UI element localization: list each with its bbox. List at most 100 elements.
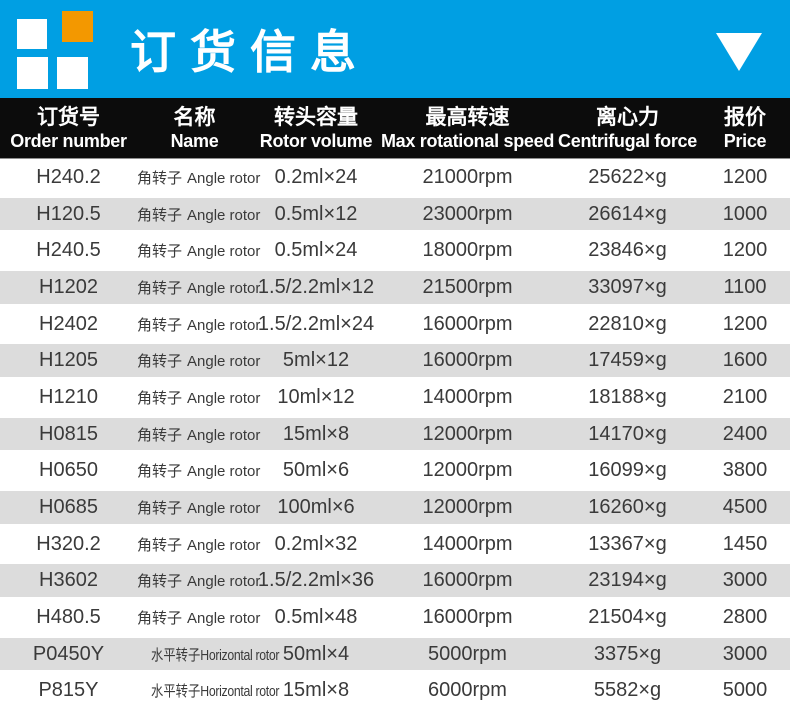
cell-name-en: Angle rotor: [187, 573, 261, 591]
column-header-zh: 最高转速: [425, 105, 510, 129]
table-body: H240.2 角转子 Angle rotor 0.2ml×24 21000rpm …: [0, 159, 790, 709]
cell-name-wrap: 角转子 Angle rotor: [137, 497, 260, 518]
cell-name-zh: 角转子: [137, 463, 183, 481]
table-row: H0815 角转子 Angle rotor 15ml×8 12000rpm 141…: [0, 415, 790, 453]
column-header-en: Name: [170, 130, 219, 151]
cell-rotor-volume: 0.5ml×24: [274, 239, 358, 262]
cell-centrifugal-force: 23846×g: [588, 239, 667, 262]
cell-name: 角转子 Angle rotor: [137, 277, 260, 298]
cell-max-speed: 12000rpm: [422, 422, 513, 445]
cell-centrifugal-force: 22810×g: [588, 312, 667, 335]
column-header-zh: 订货号: [37, 105, 100, 129]
cell-name-zh: 水平转子: [151, 646, 201, 664]
cell-name: 角转子 Angle rotor: [137, 534, 260, 555]
cell-centrifugal-force: 14170×g: [588, 422, 667, 445]
cell-max-speed: 16000rpm: [422, 605, 513, 628]
column-header-centrifugal-force: 离心力 Centrifugal force: [555, 98, 700, 158]
cell-name-en: Horizontal rotor: [200, 683, 280, 701]
cell-rotor-volume: 1.5/2.2ml×36: [257, 569, 375, 592]
cell-centrifugal-force: 25622×g: [588, 165, 667, 188]
table-row: H3602 角转子 Angle rotor 1.5/2.2ml×36 16000r…: [0, 562, 790, 600]
cell-rotor-volume: 10ml×12: [277, 385, 355, 408]
cell-rotor-volume: 100ml×6: [277, 495, 355, 518]
cell-name-zh: 角转子: [137, 499, 183, 517]
cell-name-en: Angle rotor: [187, 353, 261, 371]
table-row: P815Y 水平转子Horizontal rotor 15ml×8 6000rp…: [0, 672, 790, 709]
cell-order-number: H1210: [39, 385, 98, 408]
cell-centrifugal-force: 5582×g: [593, 679, 662, 702]
cell-name: 角转子 Angle rotor: [137, 460, 260, 481]
cell-name-wrap: 角转子 Angle rotor: [137, 167, 260, 188]
cell-max-speed: 14000rpm: [422, 532, 513, 555]
cell-name-zh: 角转子: [137, 426, 183, 444]
cell-rotor-volume: 50ml×6: [282, 459, 350, 482]
cell-name-en: Angle rotor: [187, 609, 261, 627]
cell-name-en: Angle rotor: [187, 536, 261, 554]
table-row: H240.2 角转子 Angle rotor 0.2ml×24 21000rpm …: [0, 159, 790, 196]
table-row: H0685 角转子 Angle rotor 100ml×6 12000rpm 16…: [0, 489, 790, 526]
cell-centrifugal-force: 23194×g: [588, 569, 667, 592]
cell-price: 1600: [722, 349, 768, 372]
cell-name: 角转子 Angle rotor: [137, 204, 260, 225]
cell-rotor-volume: 50ml×4: [282, 642, 350, 665]
cell-name-en: Angle rotor: [187, 169, 261, 187]
cell-name-zh: 角转子: [137, 353, 183, 371]
page-title: 订货信息: [130, 26, 370, 78]
cell-name: 水平转子Horizontal rotor: [137, 644, 279, 665]
cell-max-speed: 12000rpm: [422, 459, 513, 482]
column-header-max-speed: 最高转速 Max rotational speed: [380, 98, 555, 158]
column-header-en: Order number: [10, 130, 127, 151]
cell-name-wrap: 角转子 Angle rotor: [137, 570, 260, 591]
cell-name-wrap: 角转子 Angle rotor: [137, 534, 260, 555]
table-row: H1202 角转子 Angle rotor 1.5/2.2ml×12 21500r…: [0, 269, 790, 306]
table-row: H120.5 角转子 Angle rotor 0.5ml×12 23000rpm …: [0, 195, 790, 233]
chevron-down-icon[interactable]: [716, 33, 762, 71]
cell-rotor-volume: 1.5/2.2ml×24: [257, 312, 375, 335]
cell-centrifugal-force: 16099×g: [588, 459, 667, 482]
cell-max-speed: 18000rpm: [422, 239, 513, 262]
cell-centrifugal-force: 3375×g: [593, 642, 662, 665]
cell-rotor-volume: 15ml×8: [282, 679, 350, 702]
brand-logo-icon: [0, 0, 110, 98]
cell-name-zh: 角转子: [137, 243, 183, 261]
cell-name-en: Angle rotor: [187, 243, 261, 261]
cell-name-en: Angle rotor: [187, 206, 261, 224]
cell-name-wrap: 水平转子Horizontal rotor: [151, 680, 279, 701]
cell-price: 1000: [722, 202, 768, 225]
column-header-en: Price: [723, 130, 767, 151]
table-row: P0450Y 水平转子Horizontal rotor 50ml×4 5000r…: [0, 635, 790, 673]
cell-max-speed: 21500rpm: [422, 275, 513, 298]
cell-order-number: H3602: [39, 569, 98, 592]
cell-price: 3800: [722, 459, 768, 482]
cell-rotor-volume: 0.5ml×48: [274, 605, 358, 628]
cell-name-en: Angle rotor: [187, 499, 261, 517]
cell-name-wrap: 角转子 Angle rotor: [137, 314, 260, 335]
cell-name-zh: 角转子: [137, 316, 183, 334]
cell-price: 1100: [723, 275, 767, 298]
cell-order-number: H120.5: [36, 202, 101, 225]
cell-name-en: Angle rotor: [187, 316, 261, 334]
cell-name-wrap: 角转子 Angle rotor: [137, 460, 260, 481]
column-header-zh: 离心力: [596, 105, 659, 129]
cell-centrifugal-force: 26614×g: [588, 202, 667, 225]
column-header-zh: 名称: [173, 105, 216, 129]
cell-name-zh: 角转子: [137, 279, 183, 297]
table-row: H2402 角转子 Angle rotor 1.5/2.2ml×24 16000r…: [0, 305, 790, 343]
cell-order-number: P815Y: [38, 679, 99, 702]
column-header-price: 报价 Price: [700, 98, 790, 158]
cell-name: 角转子 Angle rotor: [137, 350, 260, 371]
cell-name-en: Angle rotor: [187, 426, 261, 444]
column-header-en: Centrifugal force: [558, 130, 697, 151]
cell-name-zh: 角转子: [137, 389, 183, 407]
cell-order-number: H1205: [39, 349, 98, 372]
cell-name-en: Horizontal rotor: [200, 646, 280, 664]
table-row: H240.5 角转子 Angle rotor 0.5ml×24 18000rpm …: [0, 232, 790, 270]
logo-square-white-bottom-right: [57, 57, 88, 89]
cell-name-zh: 角转子: [137, 536, 183, 554]
cell-max-speed: 23000rpm: [422, 202, 513, 225]
cell-name: 角转子 Angle rotor: [137, 497, 260, 518]
cell-name: 角转子 Angle rotor: [137, 607, 260, 628]
column-header-order-number: 订货号 Order number: [0, 98, 137, 158]
cell-centrifugal-force: 33097×g: [588, 275, 667, 298]
cell-max-speed: 14000rpm: [422, 385, 513, 408]
